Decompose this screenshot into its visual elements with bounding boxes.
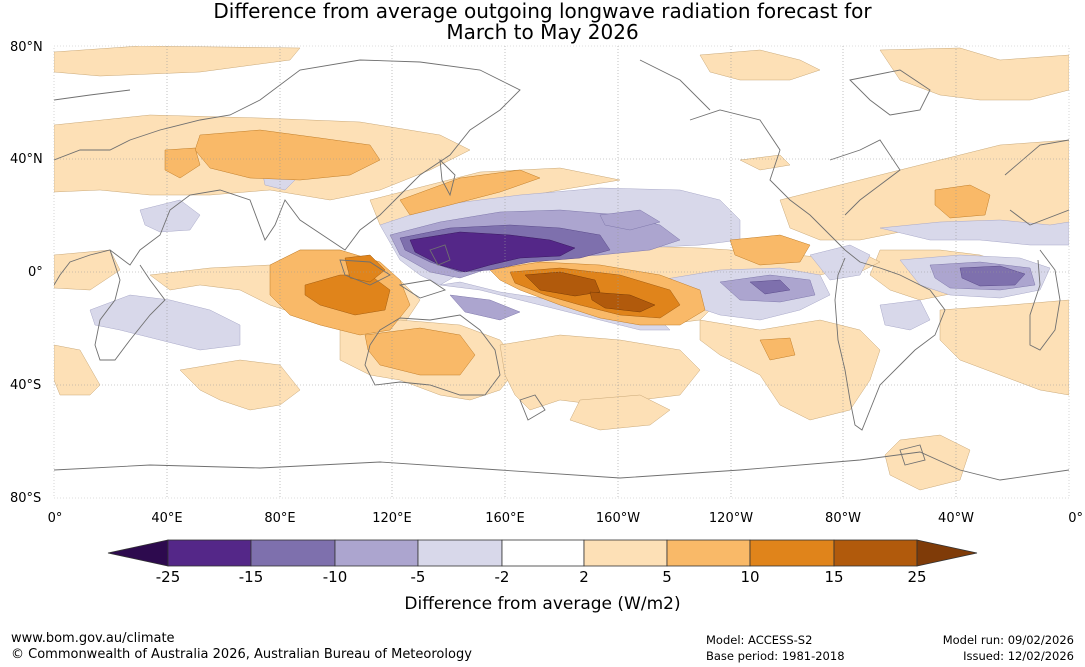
lon-label: 80°E — [264, 511, 296, 526]
colorbar-tick-label: -25 — [155, 568, 181, 586]
colorbar-segment — [417, 539, 503, 567]
model-run-date: Model run: 09/02/2026 — [942, 633, 1074, 647]
lat-label: 0° — [28, 265, 43, 280]
colorbar-min-extension — [107, 539, 169, 567]
colorbar-segment — [167, 539, 252, 567]
colorbar-segment — [833, 539, 918, 567]
website-link[interactable]: www.bom.gov.au/climate — [11, 631, 175, 646]
colorbar-tick-label: -5 — [410, 568, 426, 586]
lon-label: 0° — [47, 511, 63, 526]
lon-label: 120°W — [708, 511, 754, 526]
model-name: Model: ACCESS-S2 — [706, 633, 813, 647]
copyright-text: © Commonwealth of Australia 2026, Austra… — [11, 647, 472, 662]
lon-label: 40°E — [151, 511, 183, 526]
colorbar-tick-label: 2 — [579, 568, 589, 586]
lat-label: 40°N — [10, 152, 43, 167]
colorbar-tick-label: -10 — [322, 568, 348, 586]
lon-label: 80°W — [825, 511, 861, 526]
map-title-line-1: Difference from average outgoing longwav… — [213, 0, 872, 23]
colorbar-segment — [501, 539, 585, 567]
anomaly-plus-15-to-25 — [524, 271, 656, 313]
lat-label: 40°S — [10, 378, 42, 393]
colorbar-tick-label: -15 — [238, 568, 264, 586]
colorbar-tick-label: 25 — [907, 568, 927, 586]
gridlines — [54, 46, 1069, 498]
colorbar-segment — [334, 539, 419, 567]
map-title-line-2: March to May 2026 — [446, 20, 639, 44]
colorbar — [107, 539, 978, 567]
colorbar-tick-label: 15 — [824, 568, 844, 586]
colorbar-segment — [583, 539, 668, 567]
anomaly-minus-15-to-25 — [409, 231, 576, 273]
colorbar-segment — [666, 539, 751, 567]
colorbar-segment — [250, 539, 336, 567]
lon-label: 120°E — [372, 511, 412, 526]
colorbar-tick-label: 10 — [740, 568, 760, 586]
colorbar-tick-label: 5 — [662, 568, 672, 586]
colorbar-title: Difference from average (W/m2) — [404, 594, 681, 614]
lon-label: 0° — [1068, 511, 1083, 526]
anomaly-field — [54, 46, 1069, 498]
issued-date: Issued: 12/02/2026 — [963, 649, 1074, 663]
lon-label: 160°E — [485, 511, 525, 526]
base-period: Base period: 1981-2018 — [706, 649, 845, 663]
lat-label: 80°N — [10, 40, 43, 55]
lon-label: 160°W — [595, 511, 641, 526]
lat-label: 80°S — [10, 491, 42, 506]
colorbar-segment — [749, 539, 835, 567]
map-frame — [53, 45, 1070, 499]
colorbar-max-extension — [916, 539, 978, 567]
lon-label: 40°W — [938, 511, 974, 526]
colorbar-tick-label: -2 — [494, 568, 510, 586]
